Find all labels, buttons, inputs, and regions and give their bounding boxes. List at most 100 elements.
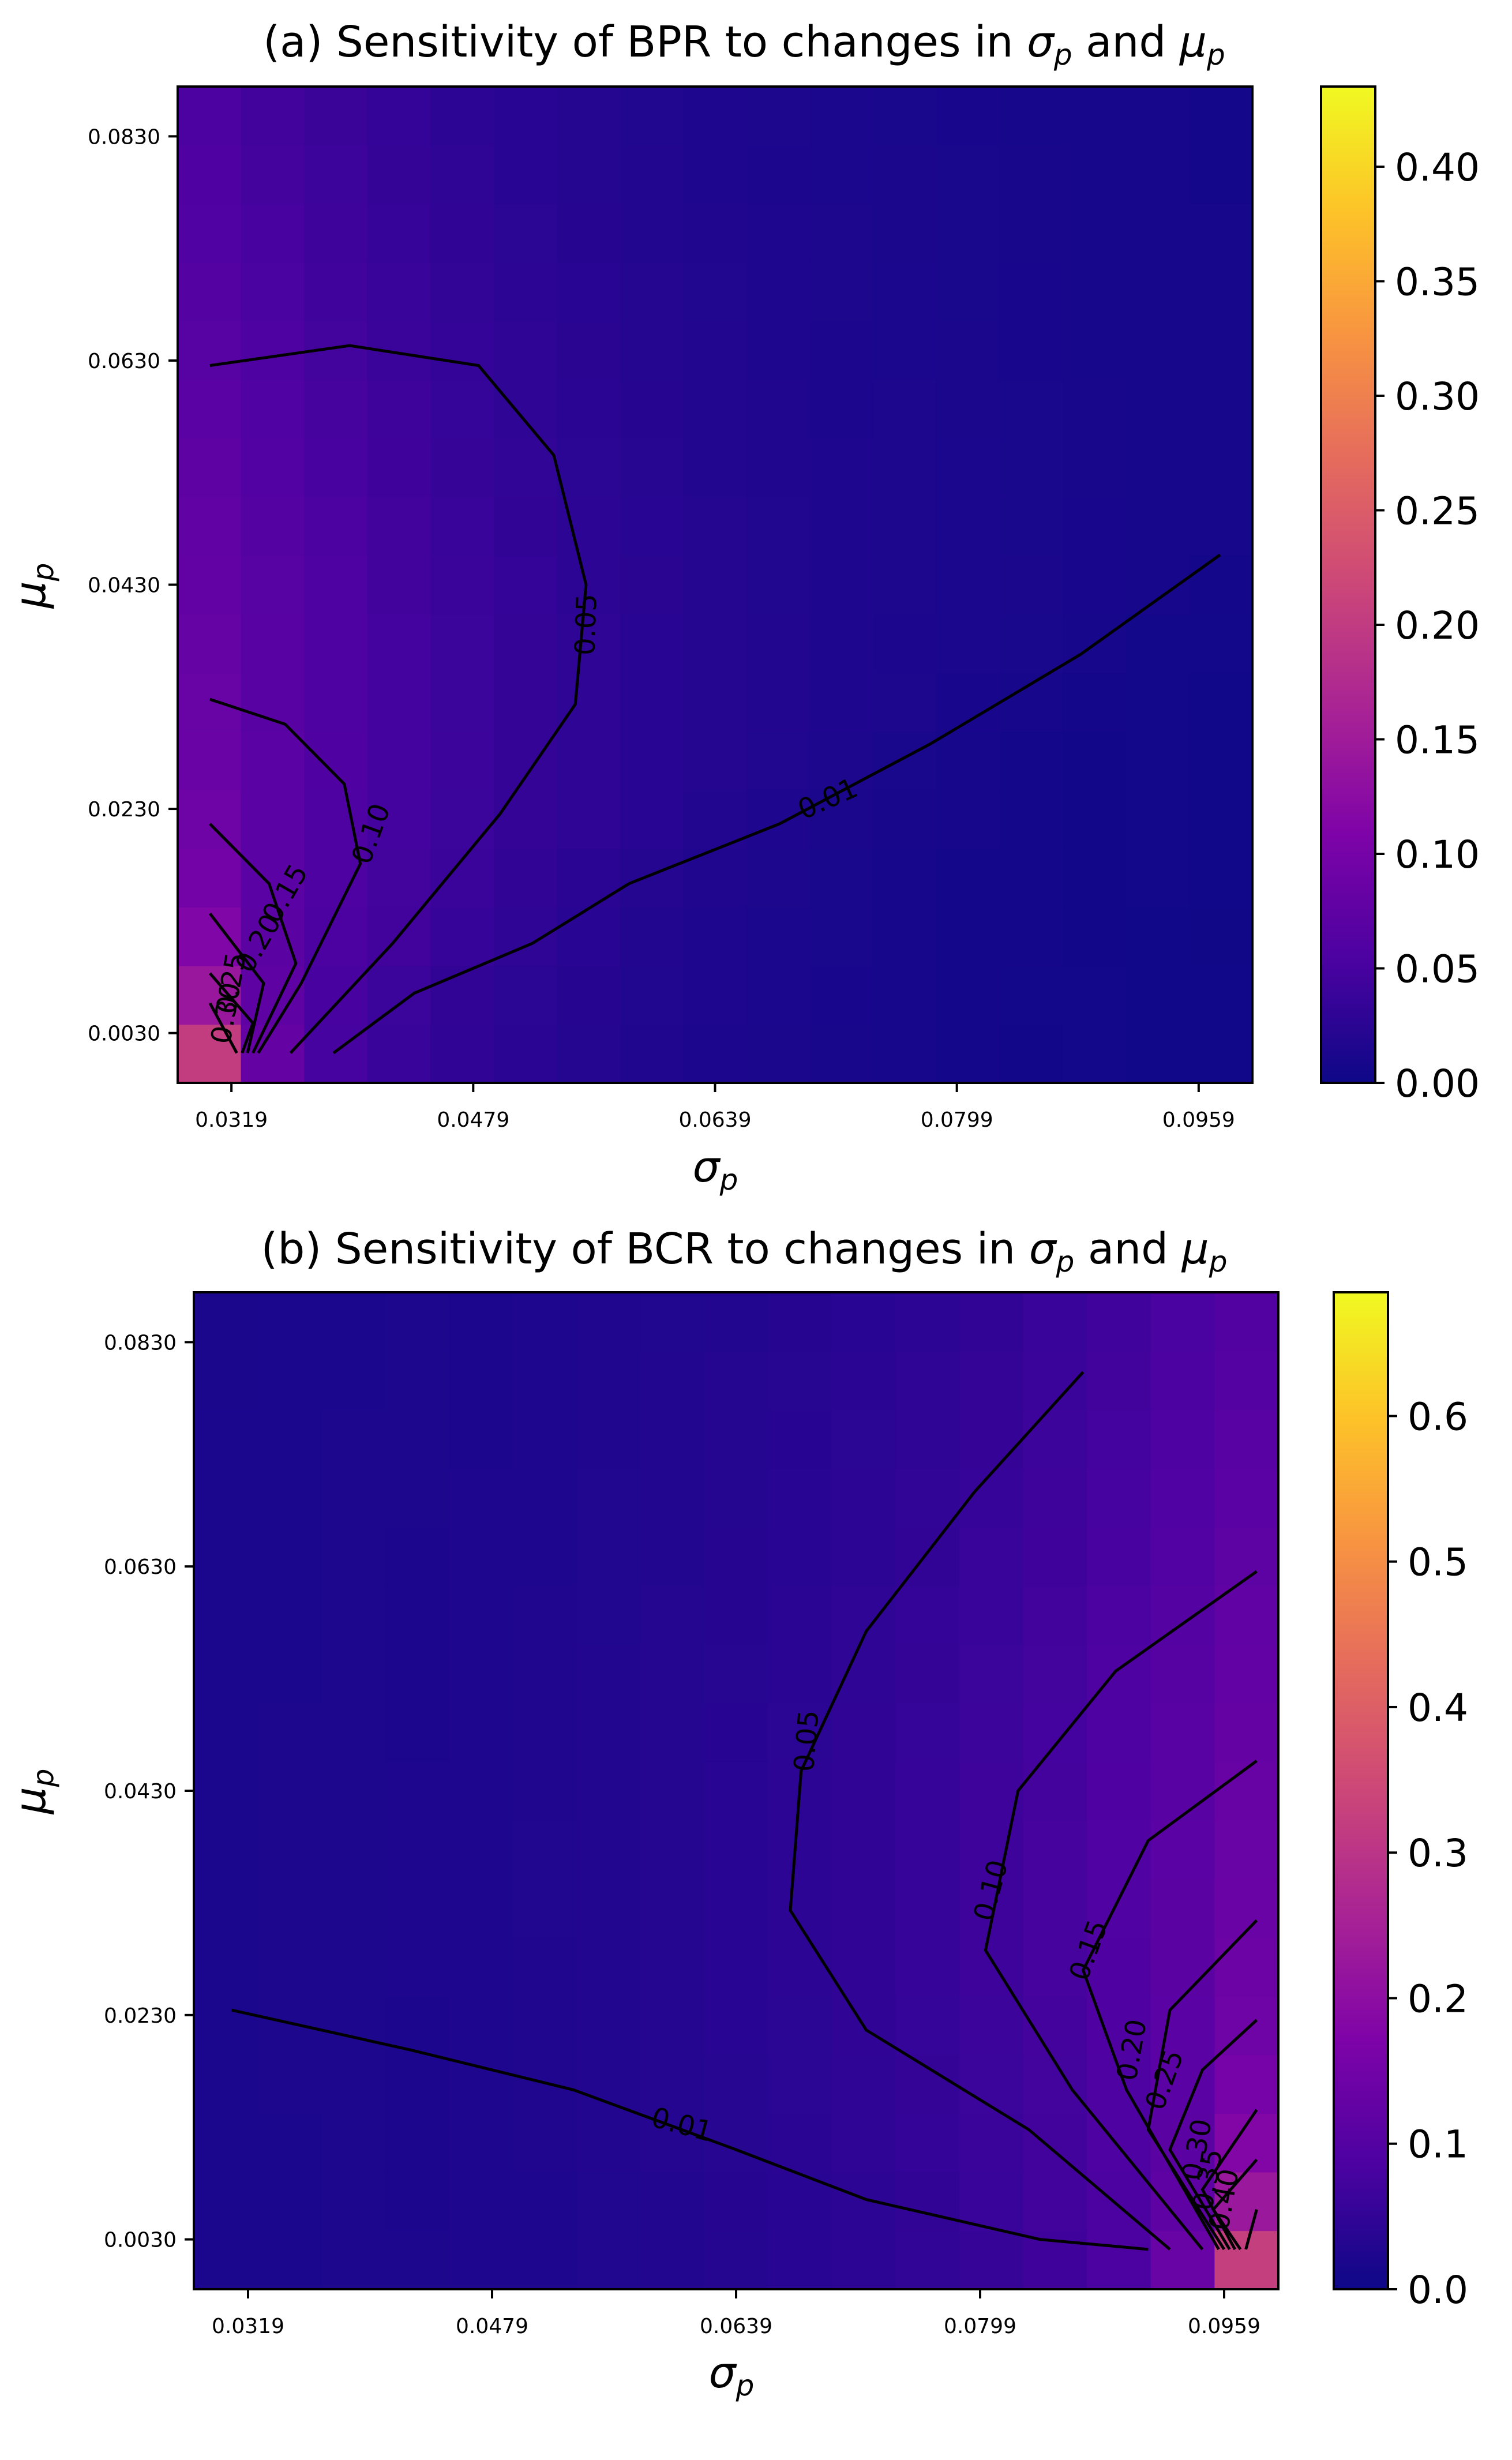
heatmap-cell: [449, 1409, 513, 1469]
heatmap-cell: [936, 204, 1000, 263]
heatmap-cell: [449, 1996, 513, 2056]
heatmap-cell: [809, 321, 874, 380]
x-axis-b-label: σp: [709, 2348, 755, 2402]
heatmap-cell: [999, 731, 1064, 790]
heatmap-cell: [873, 379, 937, 439]
heatmap-cell: [831, 1702, 896, 1762]
contour-line: [208, 912, 265, 1053]
heatmap-cell: [576, 1702, 641, 1762]
heatmap-cell: [873, 321, 937, 380]
heatmap-cell: [704, 1820, 769, 1880]
y-axis-a: 0.0030 0.0230 0.0430 0.0630 0.0830: [88, 125, 178, 1046]
contour-line: [231, 2008, 1149, 2251]
x-tick-label: 0.0479: [456, 2315, 528, 2338]
colorbar-b-ticks: 0.0 0.1 0.2 0.3 0.4 0.5 0.6: [1388, 1394, 1468, 2312]
heatmap-cell: [321, 1702, 386, 1762]
heatmap-cell: [831, 1644, 896, 1704]
heatmap-cell: [809, 907, 874, 966]
heatmap-cell: [321, 2054, 386, 2114]
heatmap-cell: [640, 1820, 705, 1880]
heatmap-cell: [768, 1585, 832, 1645]
heatmap-cell: [576, 1585, 641, 1645]
heatmap-cell: [1063, 204, 1127, 263]
heatmap-cell: [385, 1468, 450, 1528]
heatmap-cell: [1087, 1761, 1151, 1821]
heatmap-cell: [257, 1351, 322, 1411]
heatmap-cell: [367, 379, 432, 439]
heatmap-cell: [640, 1644, 705, 1704]
heatmap-cell: [321, 1820, 386, 1880]
heatmap-cell: [704, 1996, 769, 2056]
heatmap-cell: [430, 614, 494, 673]
contour-line: [1146, 1919, 1258, 2251]
heatmap-cell: [831, 1292, 896, 1352]
heatmap-cell: [367, 555, 432, 615]
heatmap-cell: [704, 2054, 769, 2114]
contour-line: [332, 553, 1221, 1055]
heatmap-cell: [1214, 1644, 1279, 1704]
heatmap-cell: [620, 965, 684, 1025]
heatmap-cell: [936, 262, 1000, 322]
colorbar-tick-label: 0.5: [1408, 1540, 1468, 1585]
heatmap-cell: [1063, 555, 1127, 615]
heatmap-cell: [768, 2230, 832, 2290]
heatmap-cell: [768, 2172, 832, 2232]
heatmap-cell: [1214, 1937, 1279, 1997]
heatmap-cell: [959, 1644, 1024, 1704]
heatmap-cell: [512, 1820, 577, 1880]
y-axis-b: 0.0030 0.0230 0.0430 0.0630 0.0830: [104, 1331, 194, 2252]
heatmap-cell: [194, 1761, 258, 1821]
heatmap-cell: [1189, 965, 1253, 1025]
heatmap-cell: [241, 614, 305, 673]
heatmap-cell: [999, 907, 1064, 966]
heatmap-cell: [704, 1702, 769, 1762]
heatmap-cell: [1087, 2113, 1151, 2173]
heatmap-cell: [1087, 1585, 1151, 1645]
y-tick-label: 0.0830: [88, 125, 160, 149]
heatmap-cell: [831, 1409, 896, 1469]
heatmap-cell: [683, 1024, 748, 1083]
heatmap-cell: [557, 907, 621, 966]
heatmap-cell: [1023, 1292, 1088, 1352]
heatmap-cell: [493, 204, 558, 263]
heatmap-cell: [385, 1702, 450, 1762]
heatmap-cell: [895, 1527, 960, 1587]
x-tick-label: 0.0319: [195, 1108, 268, 1132]
heatmap-cell: [1189, 848, 1253, 908]
heatmap-cell: [704, 1292, 769, 1352]
heatmap-cell: [620, 262, 684, 322]
heatmap-cell: [178, 965, 242, 1025]
heatmap-cell: [809, 438, 874, 497]
heatmap-cell: [241, 731, 305, 790]
heatmap-cell: [241, 321, 305, 380]
colorbar-b-frame: [1333, 1291, 1389, 2290]
heatmap-cell: [895, 1644, 960, 1704]
heatmap-cell: [385, 1351, 450, 1411]
heatmap-cell: [704, 2230, 769, 2290]
heatmap-cell: [1087, 1351, 1151, 1411]
heatmap-cell: [1125, 790, 1190, 849]
heatmap-cell: [557, 1024, 621, 1083]
heatmap-cell: [620, 204, 684, 263]
heatmap-cell: [895, 1702, 960, 1762]
heatmap-cell: [304, 555, 368, 615]
heatmap-cell: [746, 379, 811, 439]
heatmap-cell: [557, 379, 621, 439]
heatmap-cell: [873, 497, 937, 556]
heatmap-cell: [557, 848, 621, 908]
heatmap-cell: [1063, 965, 1127, 1025]
heatmap-cell: [512, 2113, 577, 2173]
colorbar-tick-label: 0.1: [1408, 2122, 1468, 2167]
panel-a-title: (a) Sensitivity of BPR to changes in σp …: [263, 17, 1225, 72]
heatmap-cell: [178, 204, 242, 263]
heatmap-cell: [430, 379, 494, 439]
heatmap-b-cells: [194, 1292, 1279, 2290]
heatmap-cell: [746, 555, 811, 615]
heatmap-cell: [367, 1024, 432, 1083]
colorbar-a-ticks: 0.00 0.05 0.10 0.15 0.20 0.25 0.30 0.35 0.40: [1375, 145, 1480, 1106]
heatmap-cell: [768, 1351, 832, 1411]
heatmap-cell: [1150, 1585, 1215, 1645]
heatmap-cell: [493, 614, 558, 673]
heatmap-cell: [831, 2113, 896, 2173]
heatmap-cell: [746, 204, 811, 263]
